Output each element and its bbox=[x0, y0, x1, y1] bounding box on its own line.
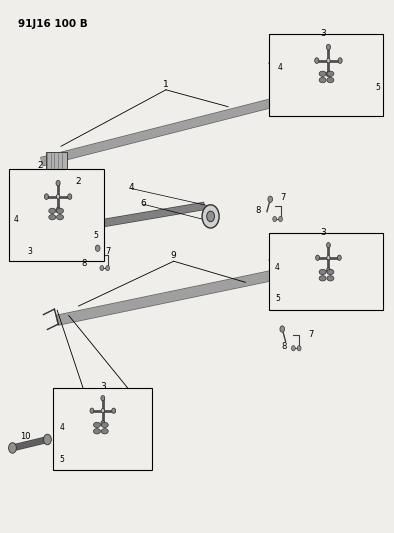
Circle shape bbox=[327, 58, 330, 63]
Circle shape bbox=[68, 194, 72, 199]
Text: 4: 4 bbox=[277, 62, 282, 71]
Bar bbox=[9, 169, 104, 261]
Text: 5: 5 bbox=[375, 83, 380, 92]
Circle shape bbox=[315, 58, 319, 63]
Text: 3: 3 bbox=[28, 247, 32, 256]
Bar bbox=[45, 152, 67, 169]
Ellipse shape bbox=[319, 276, 326, 281]
Text: 5: 5 bbox=[275, 294, 280, 303]
Ellipse shape bbox=[93, 429, 100, 434]
Circle shape bbox=[326, 71, 331, 77]
Ellipse shape bbox=[49, 208, 56, 214]
Text: 3: 3 bbox=[320, 29, 326, 38]
Text: 7: 7 bbox=[106, 247, 111, 256]
Text: 4: 4 bbox=[275, 263, 280, 272]
Circle shape bbox=[101, 395, 105, 401]
Text: 6: 6 bbox=[141, 199, 146, 208]
Circle shape bbox=[202, 205, 219, 228]
Circle shape bbox=[297, 345, 301, 351]
Text: 9: 9 bbox=[171, 252, 177, 261]
Circle shape bbox=[101, 421, 105, 426]
Circle shape bbox=[44, 434, 51, 445]
Bar bbox=[269, 35, 383, 116]
Circle shape bbox=[316, 255, 320, 261]
Bar bbox=[53, 388, 152, 470]
Circle shape bbox=[56, 194, 60, 199]
Circle shape bbox=[45, 194, 48, 199]
Circle shape bbox=[279, 216, 282, 222]
Text: 8: 8 bbox=[256, 206, 261, 215]
Ellipse shape bbox=[327, 77, 334, 83]
Ellipse shape bbox=[101, 429, 108, 434]
Circle shape bbox=[56, 207, 60, 213]
Circle shape bbox=[9, 443, 17, 453]
Text: 7: 7 bbox=[281, 193, 286, 203]
Circle shape bbox=[327, 243, 331, 248]
Ellipse shape bbox=[56, 215, 63, 220]
Circle shape bbox=[327, 268, 331, 273]
Ellipse shape bbox=[101, 422, 108, 427]
Ellipse shape bbox=[49, 215, 56, 220]
Text: 7: 7 bbox=[308, 329, 314, 338]
Circle shape bbox=[292, 345, 295, 351]
Circle shape bbox=[90, 408, 94, 414]
Circle shape bbox=[101, 408, 104, 413]
Text: 8: 8 bbox=[81, 260, 86, 268]
Ellipse shape bbox=[319, 269, 326, 274]
Text: 1: 1 bbox=[163, 80, 169, 89]
Circle shape bbox=[273, 216, 277, 222]
Circle shape bbox=[106, 265, 110, 271]
Text: 2: 2 bbox=[37, 161, 43, 169]
Text: 10: 10 bbox=[20, 432, 31, 441]
Text: 4: 4 bbox=[14, 215, 19, 224]
Text: 5: 5 bbox=[93, 231, 98, 240]
Ellipse shape bbox=[56, 208, 63, 214]
Ellipse shape bbox=[93, 422, 100, 427]
Circle shape bbox=[207, 211, 214, 222]
Circle shape bbox=[338, 58, 342, 63]
Ellipse shape bbox=[327, 71, 334, 76]
Circle shape bbox=[100, 265, 104, 271]
Text: 4: 4 bbox=[128, 183, 134, 192]
Ellipse shape bbox=[319, 71, 326, 76]
Circle shape bbox=[268, 196, 273, 203]
Text: 4: 4 bbox=[59, 423, 64, 432]
Circle shape bbox=[327, 255, 330, 260]
Text: 91J16 100 B: 91J16 100 B bbox=[18, 19, 88, 29]
Ellipse shape bbox=[327, 276, 334, 281]
Ellipse shape bbox=[319, 77, 326, 83]
Circle shape bbox=[95, 245, 100, 252]
Text: 3: 3 bbox=[100, 382, 106, 391]
Text: 5: 5 bbox=[59, 455, 64, 464]
Circle shape bbox=[326, 44, 331, 50]
Circle shape bbox=[337, 255, 341, 261]
Circle shape bbox=[56, 180, 60, 186]
Bar bbox=[269, 233, 383, 310]
Text: 2: 2 bbox=[76, 176, 81, 185]
Circle shape bbox=[112, 408, 115, 414]
Text: 3: 3 bbox=[320, 228, 326, 237]
Circle shape bbox=[280, 326, 284, 332]
Ellipse shape bbox=[327, 269, 334, 274]
Text: 8: 8 bbox=[281, 342, 286, 351]
